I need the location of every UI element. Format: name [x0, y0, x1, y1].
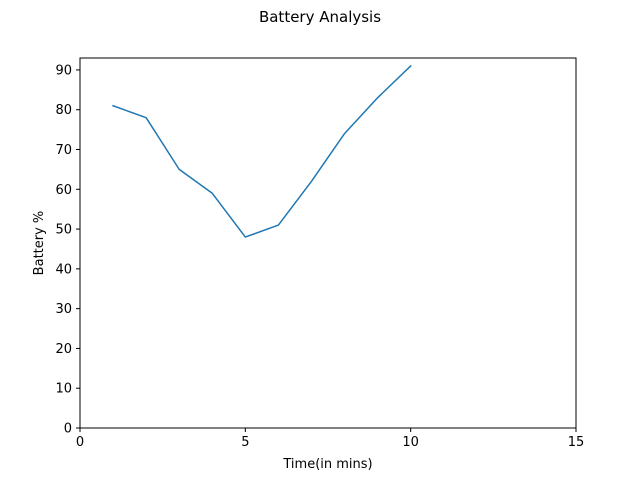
battery-series-line [112, 64, 412, 238]
y-axis-label: Battery % [32, 211, 47, 276]
y-tick-label: 50 [55, 223, 72, 238]
y-tick-label: 40 [55, 262, 72, 277]
x-tick-label: 0 [76, 435, 84, 450]
x-axis-ticks: 0 5 10 15 [76, 428, 584, 450]
chart-title: Battery Analysis [259, 8, 381, 26]
y-axis-ticks: 0 10 20 30 40 50 60 70 80 90 [55, 63, 80, 437]
x-tick-label: 5 [241, 435, 249, 450]
x-tick-label: 10 [402, 435, 419, 450]
x-axis-label: Time(in mins) [282, 457, 372, 472]
y-tick-label: 80 [55, 103, 72, 118]
y-tick-label: 10 [55, 382, 72, 397]
plot-area [80, 58, 576, 428]
y-tick-label: 60 [55, 183, 72, 198]
y-tick-label: 70 [55, 143, 72, 158]
x-tick-label: 15 [568, 435, 585, 450]
y-tick-label: 20 [55, 342, 72, 357]
y-tick-label: 90 [55, 63, 72, 78]
series-layer [112, 64, 412, 238]
plot-frame [79, 57, 577, 429]
y-tick-label: 30 [55, 302, 72, 317]
y-tick-label: 0 [64, 422, 72, 437]
